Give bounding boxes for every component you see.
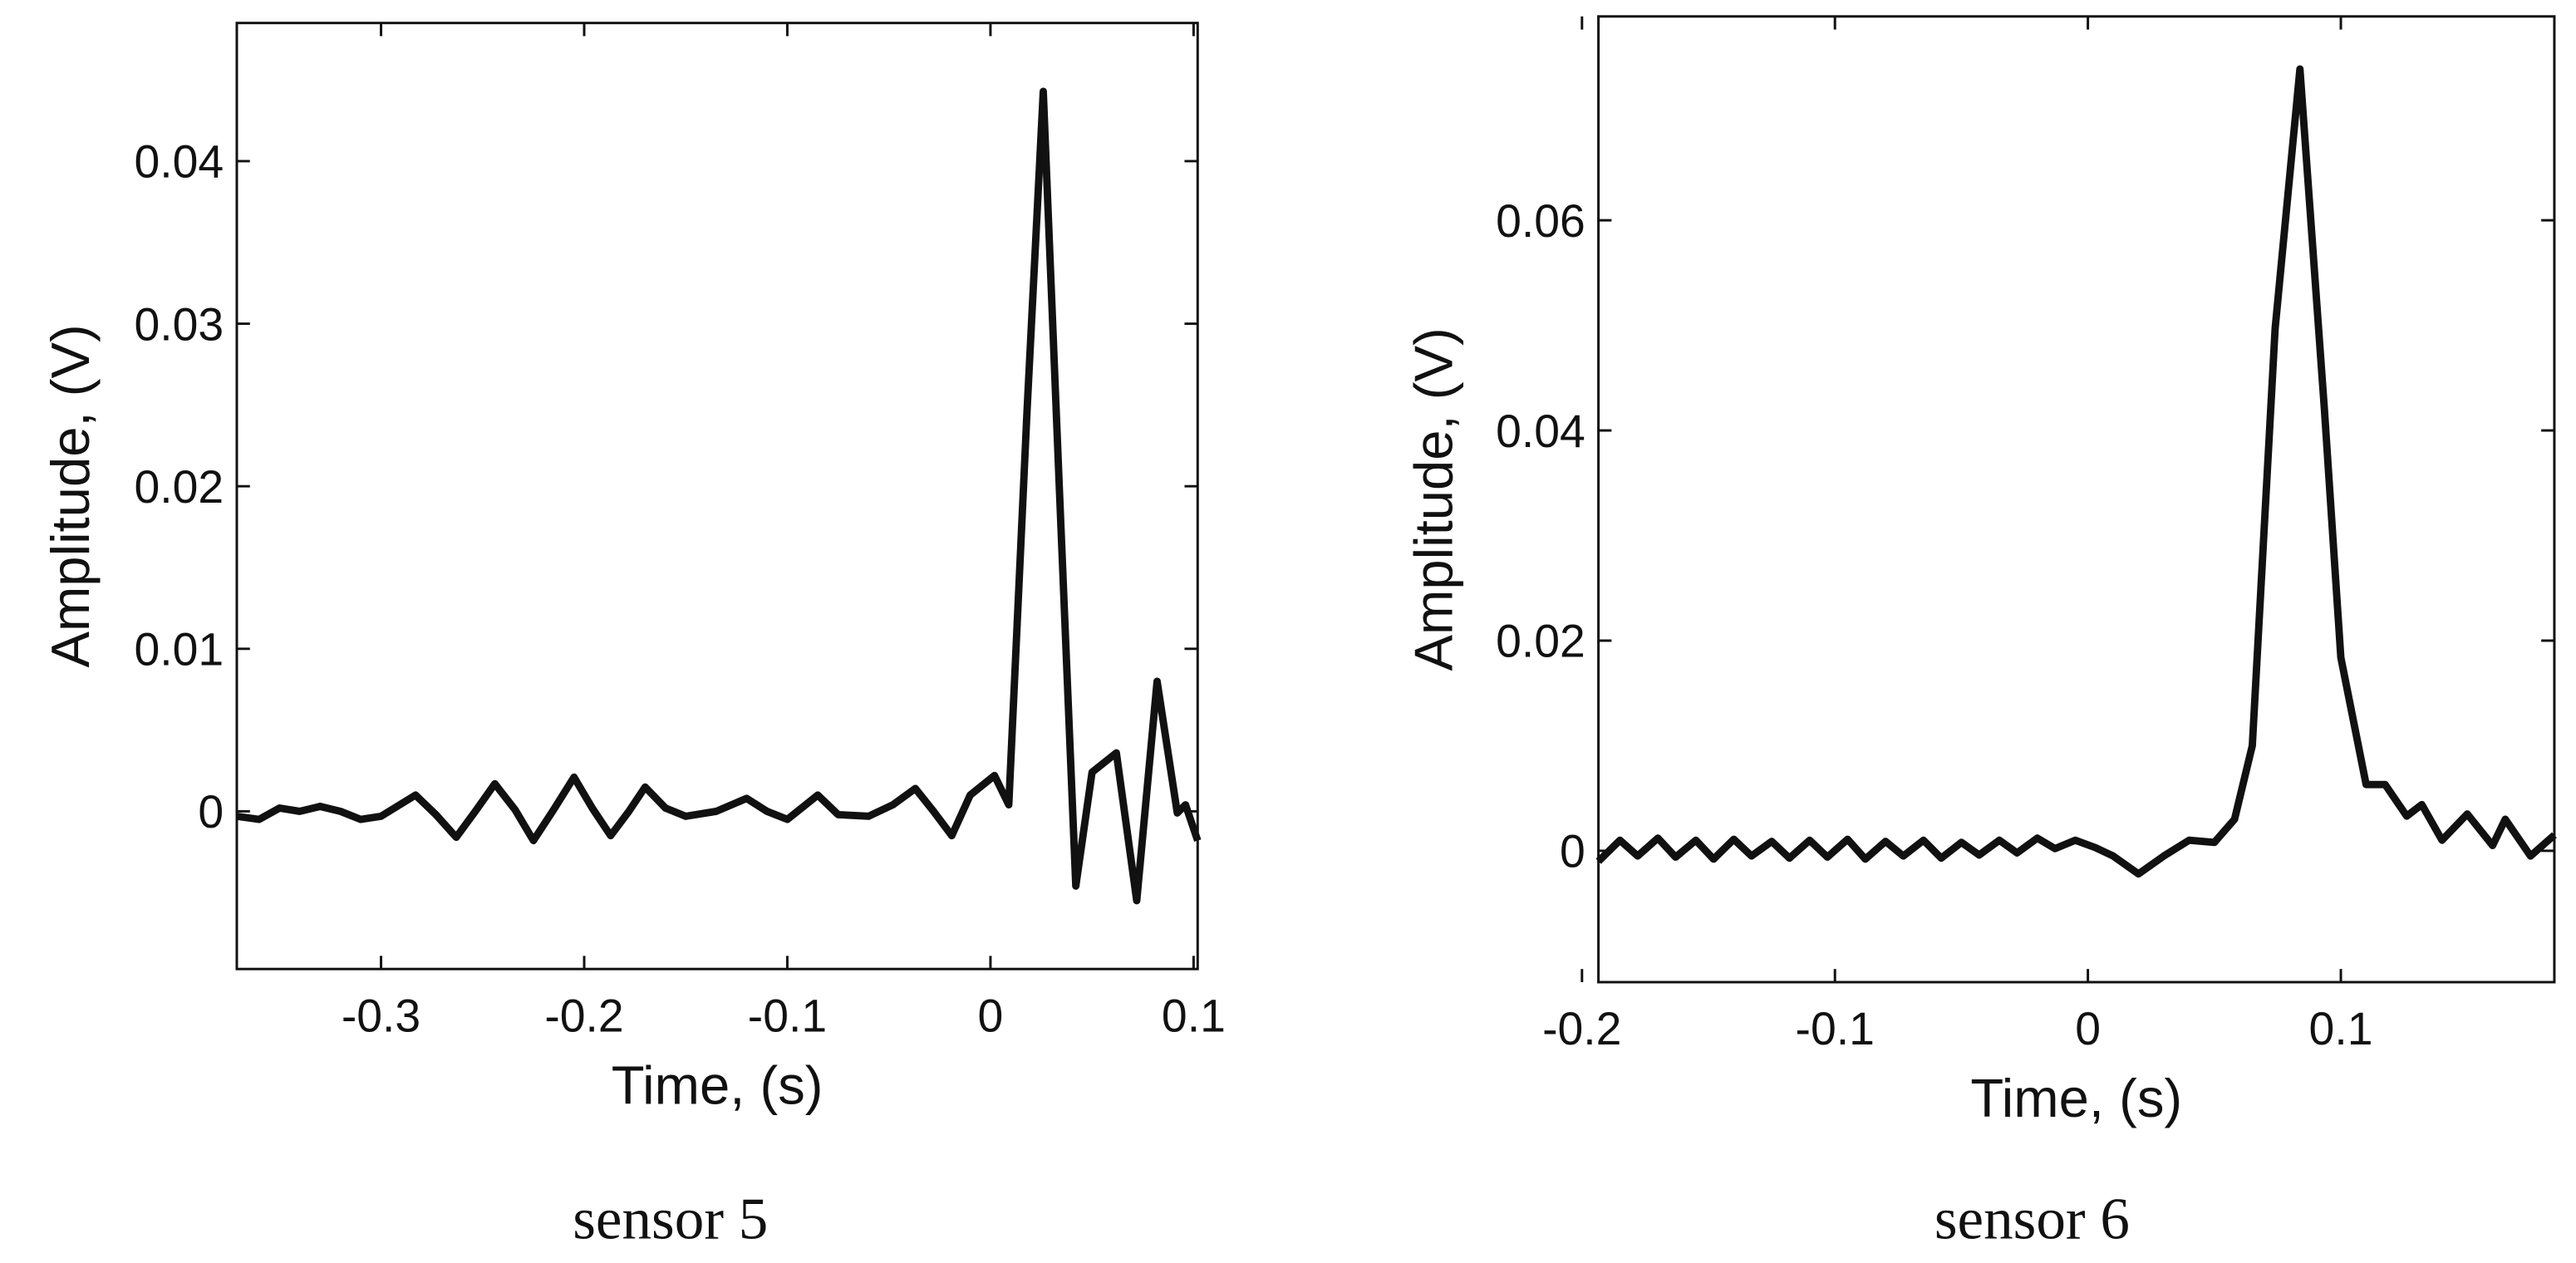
x-tick-label: 0.1 — [1162, 990, 1226, 1041]
y-tick-label: 0.06 — [1496, 195, 1585, 247]
y-tick-label: 0.01 — [134, 624, 224, 676]
data-line — [236, 87, 1202, 905]
y-axis-label: Amplitude, (V) — [1404, 327, 1464, 671]
y-tick-label: 0 — [198, 786, 224, 838]
caption: sensor 5 — [573, 1187, 768, 1251]
y-tick-label: 0.02 — [134, 461, 224, 513]
x-tick-label: -0.2 — [1542, 1003, 1621, 1054]
x-axis-label: Time, (s) — [612, 1054, 823, 1115]
y-tick-label: 0.04 — [134, 136, 224, 188]
caption: sensor 6 — [1934, 1187, 2130, 1251]
x-tick-label: -0.2 — [544, 990, 623, 1041]
plot-frame — [1597, 15, 2556, 984]
y-tick-label: 0.02 — [1496, 616, 1585, 667]
x-tick-label: 0.1 — [2309, 1003, 2373, 1054]
y-axis-label: Amplitude, (V) — [40, 324, 101, 667]
x-tick-label: 0 — [2075, 1003, 2101, 1054]
x-tick-label: -0.1 — [748, 990, 827, 1041]
data-line — [1595, 65, 2557, 878]
y-tick-label: 0.03 — [134, 298, 224, 350]
y-tick-label: 0.04 — [1496, 405, 1585, 457]
y-tick-label: 0 — [1560, 826, 1585, 877]
x-tick-label: -0.3 — [342, 990, 420, 1041]
x-tick-label: 0 — [978, 990, 1004, 1041]
plot-frame — [235, 22, 1199, 971]
x-axis-label: Time, (s) — [1970, 1068, 2182, 1128]
x-tick-label: -0.1 — [1796, 1003, 1875, 1054]
